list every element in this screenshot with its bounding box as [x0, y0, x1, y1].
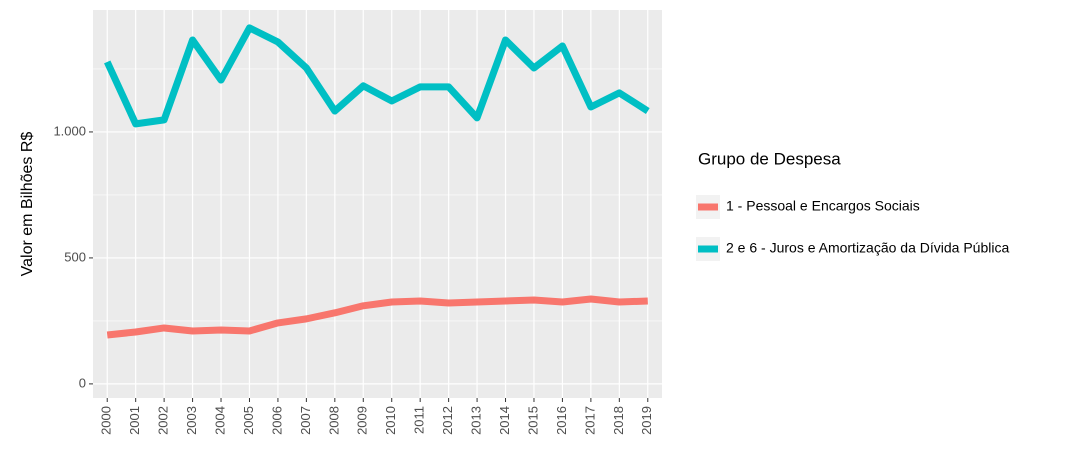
x-tick-label: 2000	[99, 406, 114, 435]
legend-label: 2 e 6 - Juros e Amortização da Dívida Pú…	[726, 240, 1009, 256]
legend-title: Grupo de Despesa	[698, 149, 841, 168]
series-line	[106, 295, 648, 339]
x-tick-label: 2003	[184, 406, 199, 435]
x-tick-label: 2016	[554, 406, 569, 435]
x-tick-label: 2009	[355, 406, 370, 435]
x-tick-label: 2011	[412, 406, 427, 434]
x-tick-label: 2017	[582, 406, 597, 435]
series-line	[104, 24, 650, 128]
x-tick-label: 2006	[269, 406, 284, 435]
x-tick-label: 2018	[611, 406, 626, 435]
x-tick-label: 2013	[469, 406, 484, 435]
x-tick-label: 2010	[383, 406, 398, 435]
y-tick-label: 500	[64, 249, 86, 264]
x-tick-label: 2008	[326, 406, 341, 435]
x-tick-label: 2002	[156, 406, 171, 435]
y-tick-label: 1.000	[53, 123, 86, 138]
legend-label: 1 - Pessoal e Encargos Sociais	[726, 198, 920, 214]
x-tick-label: 2007	[298, 406, 313, 435]
x-tick-label: 2014	[497, 406, 512, 435]
x-tick-label: 2004	[212, 406, 227, 435]
x-tick-label: 2019	[639, 406, 654, 435]
x-tick-label: 2005	[241, 406, 256, 435]
panel	[93, 10, 662, 398]
y-tick-label: 0	[79, 375, 86, 390]
y-axis-label: Valor em Bilhões R$	[19, 132, 36, 277]
x-tick-label: 2001	[127, 406, 142, 435]
x-tick-label: 2015	[525, 406, 540, 435]
x-tick-label: 2012	[440, 406, 455, 435]
